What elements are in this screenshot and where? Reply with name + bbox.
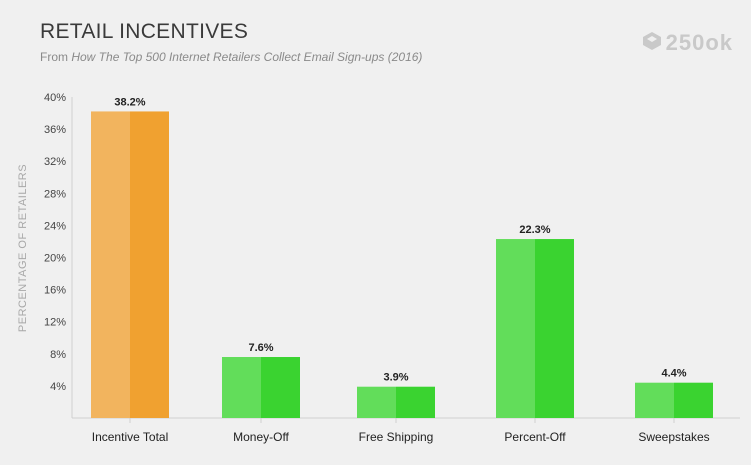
y-tick-label: 36%: [44, 124, 66, 136]
bar-right-half: [674, 382, 713, 418]
bar: 22.3%: [496, 224, 574, 418]
x-category-label: Incentive Total: [92, 430, 169, 444]
y-tick-label: 32%: [44, 156, 66, 168]
subtitle-prefix: From: [40, 50, 68, 64]
logo-text: 250ok: [665, 30, 733, 55]
category-labels: Incentive Total Money-Off Free Shipping Per…: [92, 418, 710, 444]
x-category-label: Sweepstakes: [638, 430, 709, 444]
x-category-label: Percent-Off: [504, 430, 566, 444]
bar-left-half: [357, 386, 396, 418]
subtitle-source: How The Top 500 Internet Retailers Colle…: [71, 50, 423, 64]
bar: 38.2%: [91, 96, 169, 418]
bar-right-half: [535, 239, 574, 418]
bar: 4.4%: [635, 368, 713, 418]
y-tick-label: 8%: [50, 349, 66, 361]
bar-left-half: [222, 357, 261, 418]
y-tick-label: 24%: [44, 220, 66, 232]
bar-left-half: [496, 239, 535, 418]
bar-left-half: [91, 111, 130, 418]
y-axis-ticks: 4% 8% 12% 16% 20% 24% 28% 32% 36% 40%: [44, 92, 66, 393]
y-tick-label: 4%: [50, 381, 66, 393]
y-tick-label: 40%: [44, 92, 66, 104]
x-category-label: Money-Off: [233, 430, 289, 444]
bar-value-label: 3.9%: [383, 372, 408, 384]
bar-value-label: 38.2%: [114, 96, 145, 108]
chart-title: RETAIL INCENTIVES: [40, 20, 249, 43]
y-tick-label: 16%: [44, 285, 66, 297]
bar-value-label: 4.4%: [661, 368, 686, 380]
x-category-label: Free Shipping: [359, 430, 434, 444]
bar: 7.6%: [222, 342, 300, 418]
chart-subtitle: From How The Top 500 Internet Retailers …: [40, 50, 422, 64]
bar-right-half: [261, 357, 300, 418]
y-tick-label: 12%: [44, 317, 66, 329]
y-tick-label: 20%: [44, 253, 66, 265]
bar-right-half: [130, 111, 169, 418]
bar-value-label: 7.6%: [248, 342, 273, 354]
bar-left-half: [635, 382, 674, 418]
bar-right-half: [396, 386, 435, 418]
bar: 3.9%: [357, 372, 435, 418]
bars-group: 38.2% 7.6% 3.9% 22.3% 4.4%: [91, 96, 713, 418]
bar-value-label: 22.3%: [519, 224, 550, 236]
250ok-logo-icon: [642, 31, 662, 56]
y-axis-label: PERCENTAGE OF RETAILERS: [17, 164, 29, 332]
y-tick-label: 28%: [44, 188, 66, 200]
brand-logo: 250ok: [642, 30, 733, 56]
